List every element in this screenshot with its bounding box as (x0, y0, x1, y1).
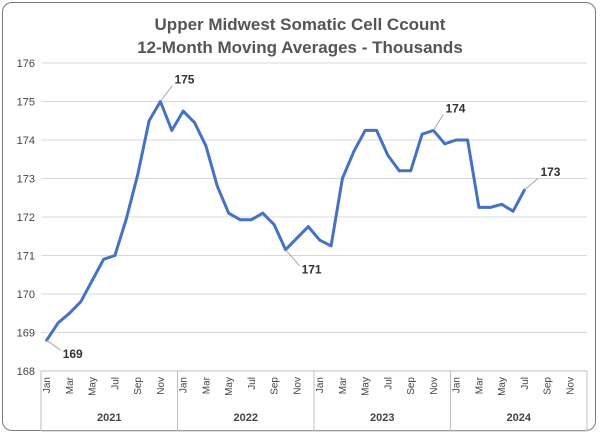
annotation-label: 175 (174, 73, 194, 87)
x-tick-label: Jan (452, 377, 463, 393)
x-tick-label: May (361, 377, 372, 396)
x-tick-label: Jul (383, 377, 394, 390)
x-tick-label: Sep (270, 377, 281, 395)
chart-subtitle: 12-Month Moving Averages - Thousands (137, 38, 463, 57)
chart-frame: Upper Midwest Somatic Cell Ccount 12-Mon… (2, 2, 596, 432)
x-tick-label: Sep (406, 377, 417, 395)
annotation-leader (524, 177, 539, 191)
data-point (352, 150, 356, 153)
data-point (124, 217, 128, 221)
x-tick-label: Sep (133, 377, 144, 395)
data-point (443, 142, 447, 146)
data-point (250, 218, 253, 222)
line-chart: Upper Midwest Somatic Cell Ccount 12-Mon… (17, 15, 588, 432)
y-axis: 168 169 170 171 172 173 174 175 176 (17, 58, 35, 378)
data-point (306, 225, 310, 229)
x-axis: Jan Mar May Jul Sep Nov 2021 Jan Mar May Jul Sep Nov… (40, 370, 588, 432)
y-tick-label: 174 (17, 135, 35, 147)
annotation-leader (160, 85, 173, 102)
annotation-leader (46, 339, 61, 351)
x-tick-label: Mar (474, 376, 485, 394)
data-point (397, 169, 401, 173)
x-tick-label: May (224, 377, 235, 396)
data-point (375, 128, 378, 132)
data-point (386, 154, 390, 157)
data-point (68, 311, 71, 315)
x-tick-label: Jul (247, 377, 258, 390)
x-tick-label: Sep (543, 377, 554, 395)
x-tick-label: Nov (156, 377, 167, 395)
data-point (329, 244, 333, 248)
data-point (56, 321, 60, 325)
year-label: 2024 (507, 412, 532, 424)
annotation-label: 169 (63, 347, 83, 361)
data-point (477, 205, 481, 209)
x-tick-label: Jan (179, 377, 190, 393)
annotation-label: 174 (445, 101, 465, 115)
data-point (409, 169, 413, 173)
x-tick-label: Jan (42, 377, 53, 393)
data-point (261, 211, 265, 215)
data-point (295, 236, 299, 240)
y-tick-label: 168 (17, 366, 35, 378)
x-tick-label: Nov (565, 377, 576, 395)
data-point (466, 138, 469, 142)
data-point (500, 202, 504, 206)
data-point (420, 132, 424, 136)
data-point (363, 128, 367, 132)
x-tick-label: Jul (110, 377, 121, 390)
chart-title: Upper Midwest Somatic Cell Ccount (155, 15, 446, 34)
data-point (238, 218, 242, 222)
data-point (454, 138, 458, 142)
annotation-leader (433, 114, 444, 131)
y-tick-label: 176 (17, 58, 35, 70)
annotation-label: 173 (540, 165, 560, 179)
data-point (488, 205, 492, 209)
y-tick-label: 171 (17, 251, 35, 263)
annotation-leader (285, 249, 300, 267)
annotation-label: 171 (302, 263, 322, 277)
data-point (90, 279, 94, 282)
data-point (272, 223, 276, 227)
y-tick-label: 173 (17, 174, 35, 186)
x-tick-label: May (497, 377, 508, 396)
data-point (511, 209, 515, 213)
x-tick-label: May (88, 377, 99, 396)
year-label: 2021 (97, 412, 121, 424)
year-label: 2022 (234, 412, 258, 424)
data-point (215, 184, 219, 188)
data-point (181, 109, 185, 113)
y-tick-label: 169 (17, 328, 35, 340)
data-point (102, 257, 105, 261)
x-tick-label: Jul (520, 377, 531, 390)
series-layer (45, 100, 526, 342)
x-tick-label: Jan (315, 377, 326, 393)
data-point (193, 121, 196, 125)
series-line (45, 100, 526, 342)
y-tick-label: 170 (17, 289, 35, 301)
annotations: 169 175 171 174 173 (46, 73, 561, 361)
y-tick-label: 175 (17, 97, 35, 109)
x-tick-label: Nov (429, 377, 440, 395)
x-tick-label: Mar (65, 376, 76, 394)
x-tick-label: Mar (201, 376, 212, 394)
data-point (113, 254, 117, 257)
data-point (318, 238, 322, 242)
data-point (170, 128, 174, 132)
data-point (136, 173, 140, 177)
data-point (147, 119, 151, 123)
data-point (79, 300, 83, 304)
year-label: 2023 (370, 412, 394, 424)
x-tick-label: Mar (338, 376, 349, 394)
gridlines (41, 62, 587, 372)
x-tick-label: Nov (292, 377, 303, 395)
y-tick-label: 172 (17, 212, 35, 224)
data-point (227, 211, 231, 215)
data-point (204, 144, 208, 148)
data-point (341, 177, 344, 180)
